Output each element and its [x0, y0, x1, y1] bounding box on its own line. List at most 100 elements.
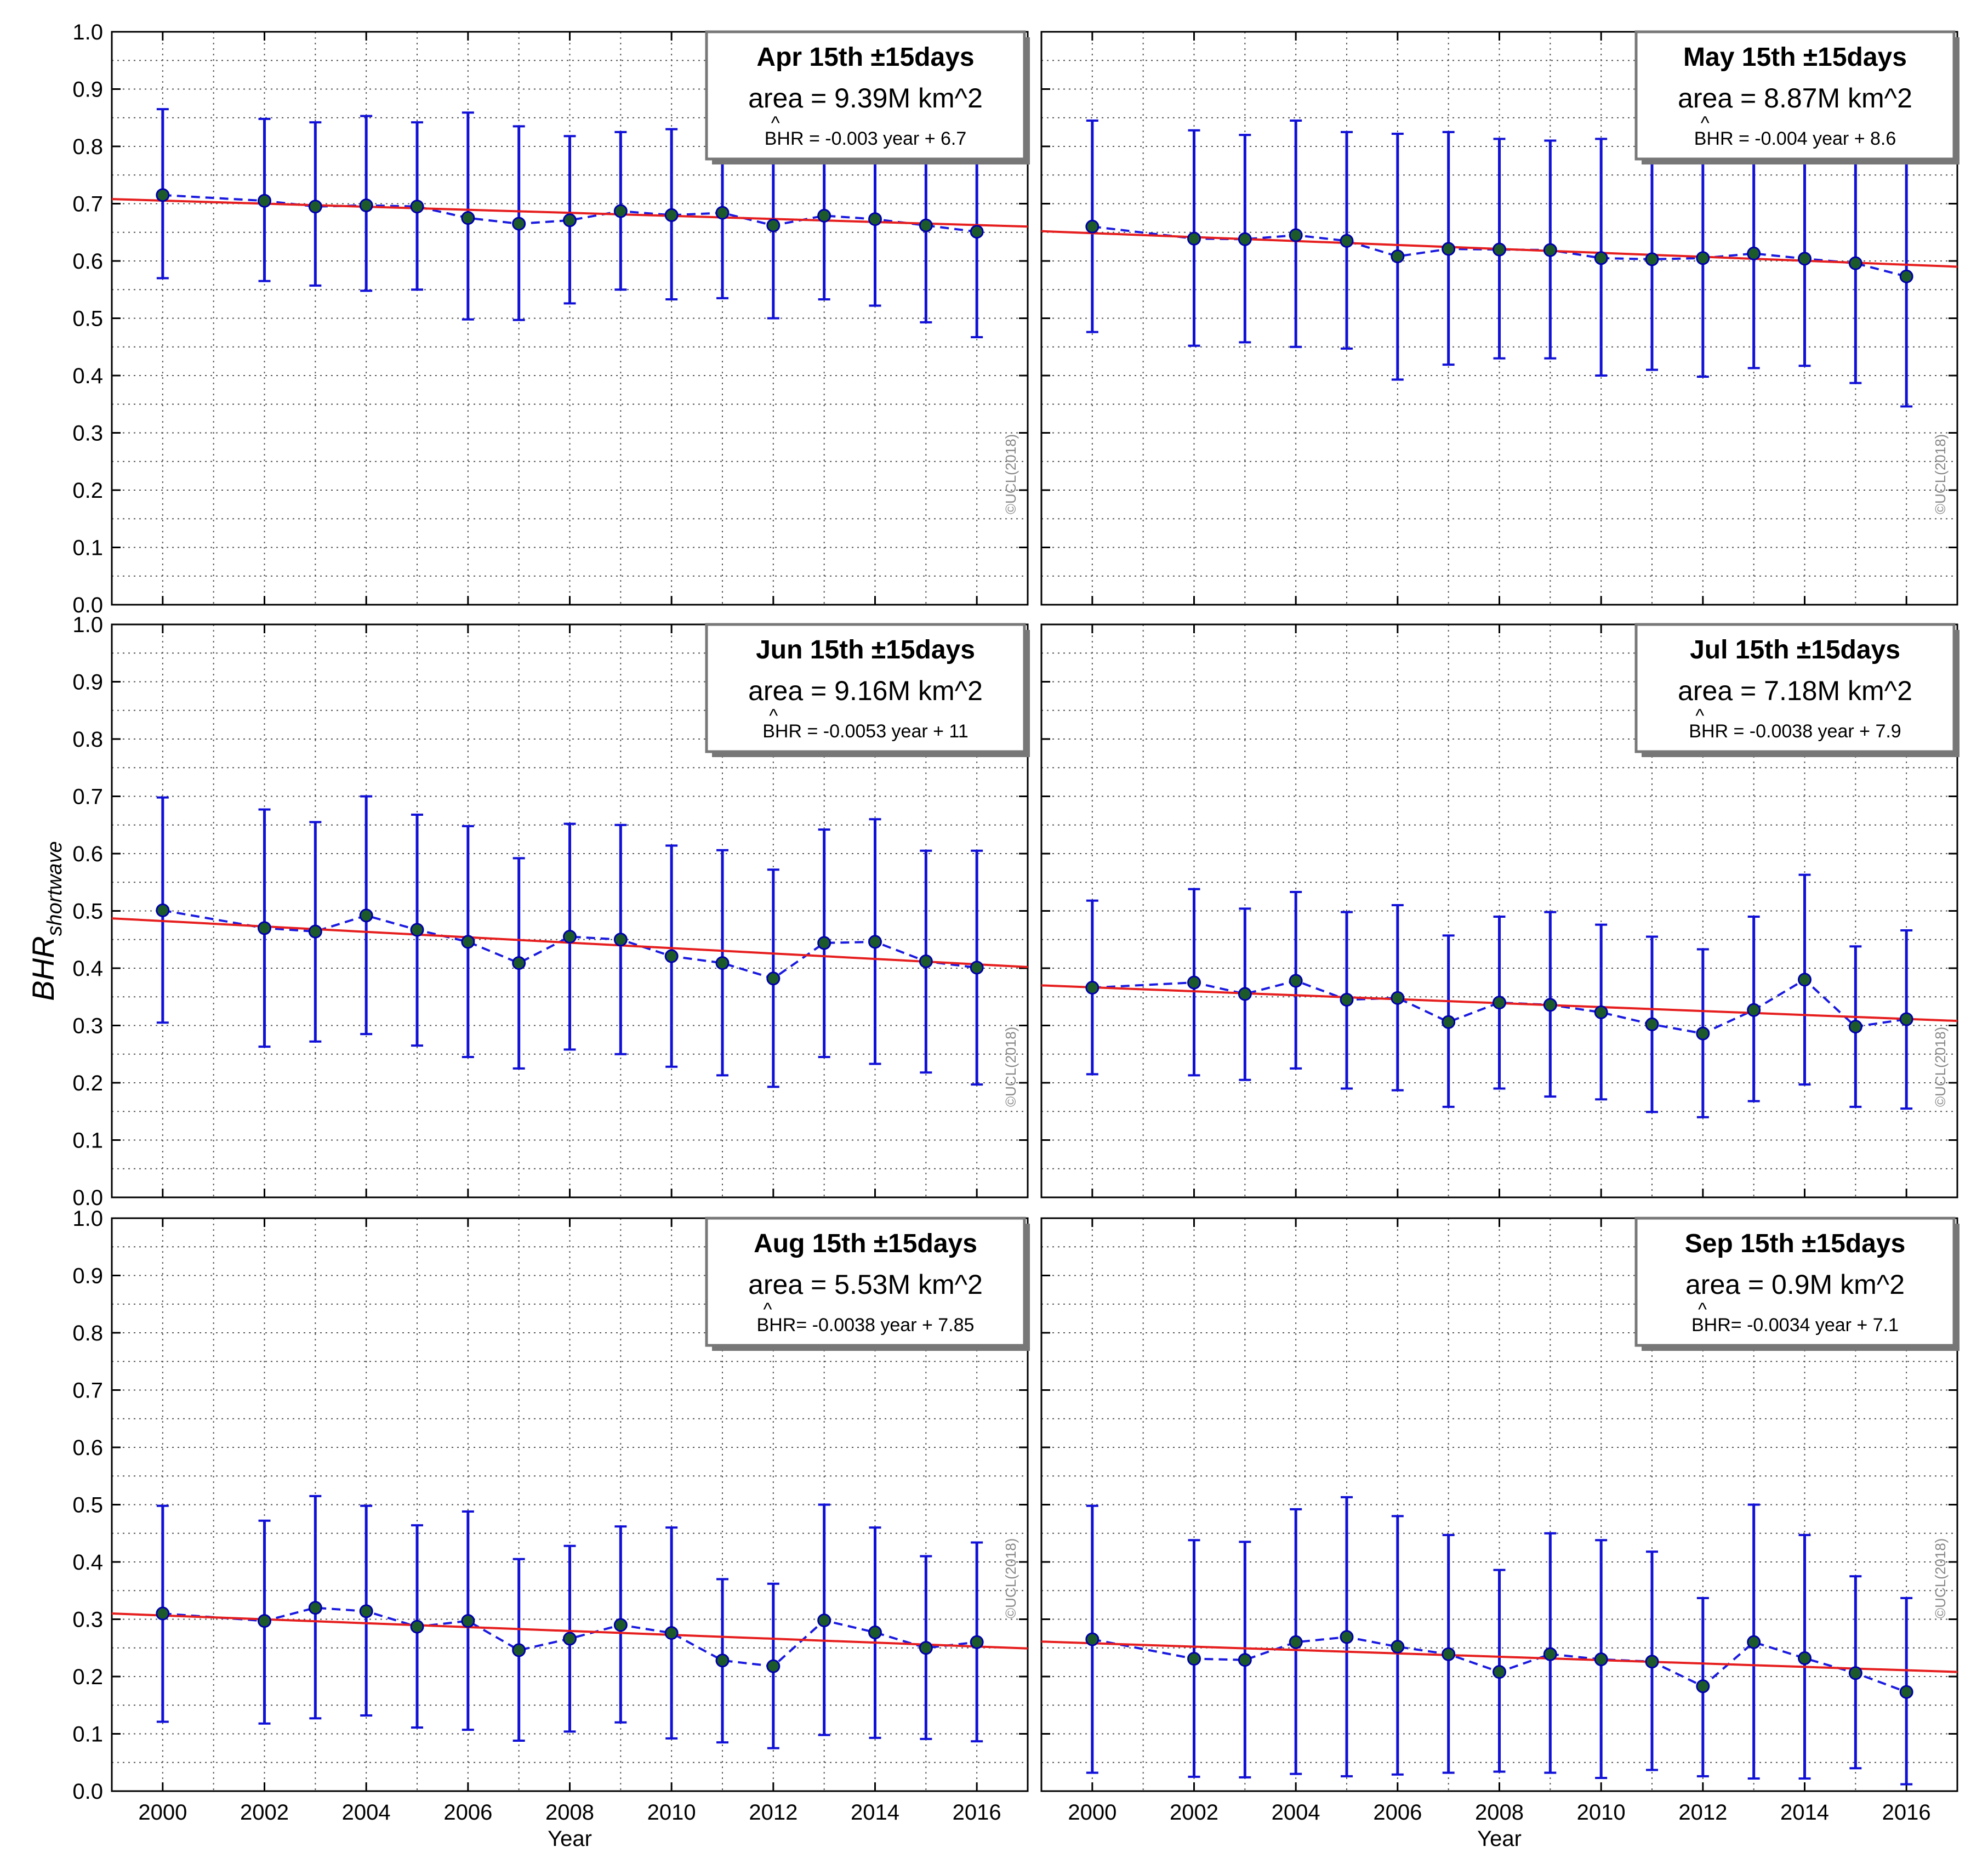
x-tick-label: 2004	[1272, 1800, 1320, 1825]
y-tick-label: 1.0	[72, 1207, 103, 1231]
y-tick-label: 0.7	[72, 785, 103, 809]
panel-title: Aug 15th ±15days	[754, 1229, 977, 1258]
y-tick-label: 0.2	[72, 479, 103, 503]
x-axis-label: Year	[1477, 1827, 1522, 1851]
data-point	[1085, 1632, 1100, 1646]
data-point	[868, 1626, 882, 1640]
x-tick-label: 2014	[1780, 1800, 1829, 1825]
data-point	[1238, 1653, 1252, 1667]
panel-title: Jul 15th ±15days	[1690, 635, 1900, 664]
hat-accent: ^	[771, 113, 780, 134]
data-point	[512, 956, 526, 970]
data-point	[664, 208, 679, 222]
y-tick-label: 0.5	[72, 900, 103, 924]
hat-accent: ^	[769, 706, 778, 726]
data-point	[308, 924, 322, 939]
data-point	[1899, 1012, 1913, 1026]
x-tick-label: 2008	[1475, 1800, 1524, 1825]
y-tick-label: 0.3	[72, 1014, 103, 1038]
data-point	[1543, 998, 1557, 1012]
hat-accent: ^	[1701, 113, 1710, 134]
x-tick-label: 2010	[1577, 1800, 1626, 1825]
data-point	[258, 1614, 271, 1628]
data-point	[1187, 1652, 1201, 1666]
data-point	[715, 206, 730, 220]
data-point	[817, 936, 831, 950]
data-point	[1543, 1647, 1557, 1661]
data-point	[919, 1641, 933, 1655]
info-box	[1634, 623, 1956, 753]
watermark: ©UCL(2018)	[1002, 434, 1019, 514]
x-tick-label: 2016	[1882, 1800, 1931, 1825]
x-tick-label: 2012	[1678, 1800, 1727, 1825]
data-point	[868, 212, 882, 226]
data-point	[410, 200, 424, 214]
data-point	[563, 930, 577, 944]
data-point	[258, 921, 271, 935]
panel-aug: 0.0 0.1 0.2 0.3 0.4 0.5 0.6 0.7 0.8 0.9 1.0 2000 200…	[72, 1207, 1030, 1851]
data-point	[1543, 243, 1557, 257]
y-tick-label: 0.0	[72, 1780, 103, 1804]
mean-series-line	[1092, 225, 1907, 278]
data-point	[258, 194, 271, 208]
y-tick-label: 0.0	[72, 1186, 103, 1210]
y-tick-label: 0.2	[72, 1665, 103, 1689]
data-point	[1747, 1003, 1761, 1017]
data-point	[1594, 1652, 1608, 1667]
data-point	[1289, 228, 1303, 242]
area-text: area = 9.39M km^2	[748, 83, 983, 113]
y-axis-label-subscript: shortwave	[43, 841, 66, 936]
data-point	[613, 1618, 628, 1632]
panel-title: Apr 15th ±15days	[756, 43, 974, 72]
info-box	[705, 30, 1026, 161]
data-point	[817, 1613, 831, 1628]
data-point	[359, 1604, 373, 1618]
data-point	[359, 198, 373, 213]
data-point	[512, 1643, 526, 1657]
y-tick-label: 0.3	[72, 1608, 103, 1632]
y-tick-label: 0.7	[72, 192, 103, 217]
y-tick-label: 0.4	[72, 364, 103, 388]
data-point	[766, 218, 781, 232]
x-tick-label: 2002	[1170, 1800, 1218, 1825]
data-point	[1340, 992, 1354, 1007]
data-point	[766, 971, 781, 986]
data-point	[715, 1654, 730, 1668]
data-point	[970, 961, 984, 975]
mean-series-line	[1092, 1635, 1907, 1694]
data-point	[1493, 1665, 1506, 1679]
data-point	[817, 208, 831, 223]
data-point	[868, 935, 882, 949]
panel-jul: ©UCL(2018) Jul 15th ±15days area = 7.18M k…	[1040, 623, 1959, 1198]
data-point	[156, 1606, 170, 1621]
x-tick-label: 2000	[1068, 1800, 1117, 1825]
data-point	[1899, 269, 1913, 283]
data-point	[1848, 1020, 1862, 1034]
data-point	[1594, 1005, 1608, 1019]
data-point	[1442, 1647, 1456, 1661]
regression-equation: BHR= -0.0038 year + 7.85	[757, 1315, 975, 1336]
data-point	[613, 204, 628, 218]
data-point	[1696, 251, 1710, 265]
x-tick-label: 2006	[443, 1800, 492, 1825]
data-point	[1798, 1651, 1812, 1666]
regression-equation: BHR = -0.003 year + 6.7	[765, 128, 967, 149]
y-tick-label: 0.6	[72, 249, 103, 274]
y-tick-label: 0.9	[72, 78, 103, 102]
trend-line	[1041, 1640, 1958, 1673]
area-text: area = 9.16M km^2	[748, 675, 983, 706]
data-point	[1848, 256, 1862, 270]
y-tick-label: 0.6	[72, 1436, 103, 1460]
data-point	[1442, 242, 1456, 256]
y-tick-label: 0.6	[72, 842, 103, 866]
panel-jun: 0.0 0.1 0.2 0.3 0.4 0.5 0.6 0.7 0.8 0.9 1.0 ©UCL(20…	[72, 613, 1030, 1210]
area-text: area = 8.87M km^2	[1678, 83, 1912, 113]
data-point	[1442, 1015, 1456, 1029]
info-box	[1634, 1217, 1956, 1347]
data-point	[461, 1614, 475, 1628]
y-tick-label: 0.7	[72, 1379, 103, 1403]
data-point	[1187, 975, 1201, 990]
y-tick-label: 0.3	[72, 422, 103, 446]
data-point	[664, 1626, 679, 1640]
